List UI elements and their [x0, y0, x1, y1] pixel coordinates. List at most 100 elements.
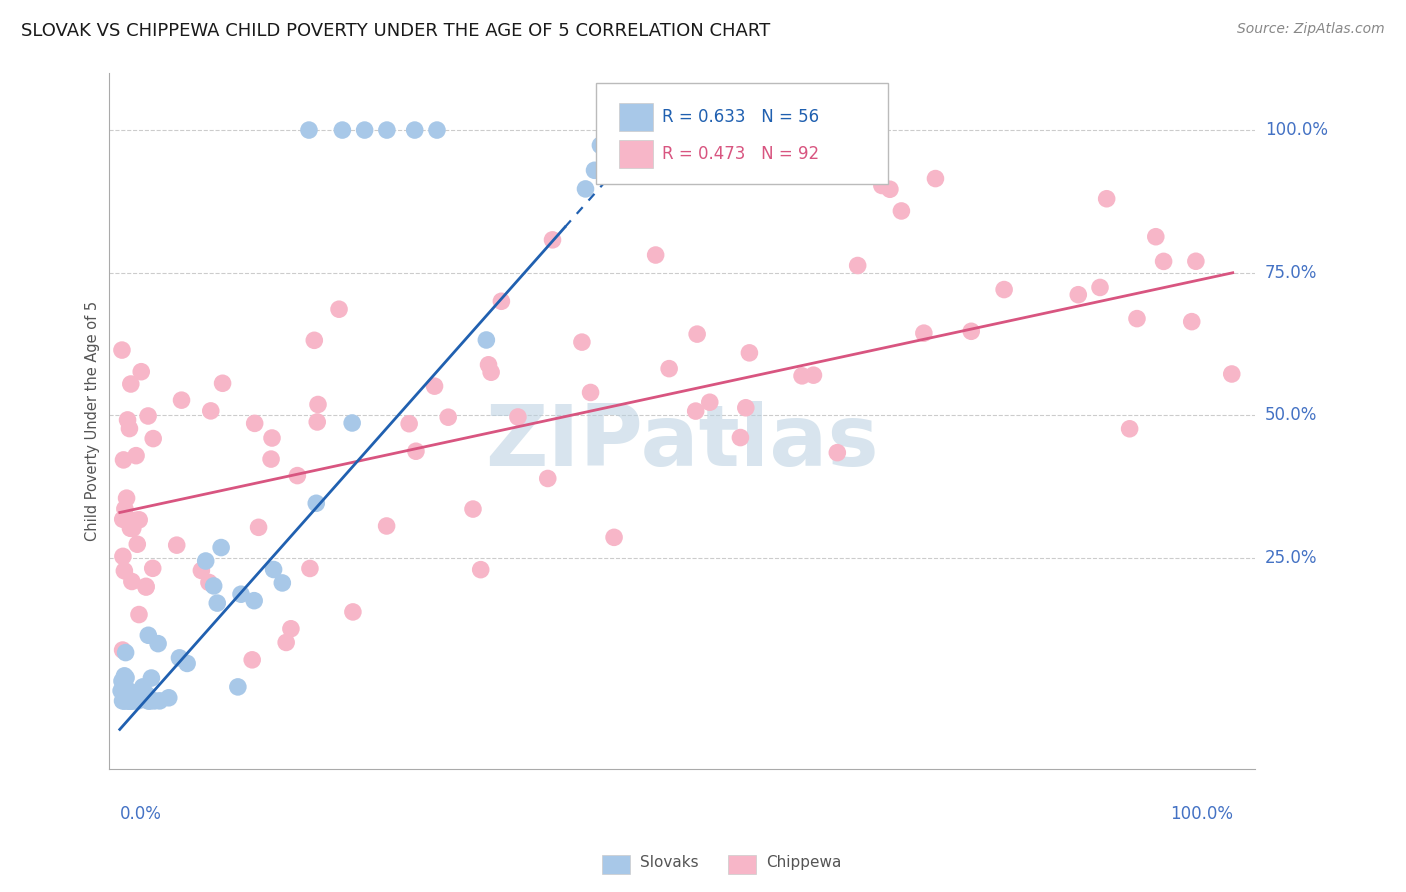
Point [307, 415, 329, 429]
Text: Source: ZipAtlas.com: Source: ZipAtlas.com [1237, 22, 1385, 37]
Point [1067, 287, 1090, 301]
Point [121, 574, 143, 589]
Point [579, 385, 602, 400]
Point [1118, 422, 1140, 436]
Point [243, 593, 266, 607]
Point [121, 694, 143, 708]
Point [114, 646, 136, 660]
Text: R = 0.473   N = 92: R = 0.473 N = 92 [662, 145, 820, 162]
Point [149, 694, 172, 708]
Point [118, 694, 141, 708]
Point [603, 530, 626, 544]
Point [229, 587, 252, 601]
Point [121, 521, 143, 535]
Point [111, 643, 134, 657]
Point [1181, 315, 1204, 329]
Point [209, 541, 232, 555]
Point [405, 444, 427, 458]
Point [437, 410, 460, 425]
Point [398, 417, 420, 431]
Point [146, 637, 169, 651]
Point [353, 123, 375, 137]
Point [111, 549, 134, 564]
Point [307, 397, 329, 411]
Point [143, 694, 166, 708]
Point [120, 694, 142, 708]
Point [541, 233, 564, 247]
Text: ZIPatlas: ZIPatlas [485, 401, 879, 483]
Point [120, 521, 142, 535]
Point [127, 537, 149, 551]
Point [1220, 367, 1243, 381]
Point [423, 379, 446, 393]
Point [226, 680, 249, 694]
Text: 75.0%: 75.0% [1265, 264, 1317, 282]
Point [111, 694, 134, 708]
Point [924, 171, 946, 186]
Text: R = 0.633   N = 56: R = 0.633 N = 56 [662, 108, 820, 126]
Point [699, 395, 721, 409]
Point [827, 445, 849, 459]
Point [1185, 254, 1208, 268]
Point [114, 694, 136, 708]
Point [139, 694, 162, 708]
Point [121, 692, 143, 706]
Point [124, 694, 146, 708]
Point [112, 453, 135, 467]
Point [125, 449, 148, 463]
Point [537, 471, 560, 485]
Point [305, 496, 328, 510]
Point [115, 491, 138, 505]
Point [110, 683, 132, 698]
Point [117, 413, 139, 427]
Point [342, 605, 364, 619]
Point [589, 138, 612, 153]
Point [1153, 254, 1175, 268]
Text: Chippewa: Chippewa [766, 855, 842, 870]
Point [803, 368, 825, 383]
Point [644, 248, 666, 262]
Point [686, 327, 709, 342]
Point [111, 512, 134, 526]
Point [240, 653, 263, 667]
Point [247, 520, 270, 534]
Point [479, 365, 502, 379]
Point [271, 576, 294, 591]
Point [879, 182, 901, 196]
Point [194, 554, 217, 568]
Text: 100.0%: 100.0% [1265, 121, 1327, 139]
Point [136, 409, 159, 423]
Point [136, 694, 159, 708]
Point [128, 513, 150, 527]
Point [870, 178, 893, 193]
Bar [619, 103, 654, 131]
Point [136, 688, 159, 702]
FancyBboxPatch shape [596, 84, 889, 185]
Point [475, 333, 498, 347]
Point [118, 694, 141, 708]
Point [118, 421, 141, 435]
Point [702, 153, 724, 168]
Point [211, 376, 233, 391]
Point [142, 432, 165, 446]
Point [136, 628, 159, 642]
Point [141, 671, 163, 685]
Point [132, 680, 155, 694]
Point [169, 651, 191, 665]
Point [243, 417, 266, 431]
Point [571, 335, 593, 350]
Point [375, 123, 398, 137]
Point [276, 635, 298, 649]
Point [111, 343, 134, 357]
Point [260, 452, 283, 467]
Point [260, 431, 283, 445]
Point [583, 163, 606, 178]
Point [280, 622, 302, 636]
Point [993, 283, 1015, 297]
Point [200, 404, 222, 418]
Point [491, 294, 513, 309]
Text: Slovaks: Slovaks [640, 855, 699, 870]
Text: SLOVAK VS CHIPPEWA CHILD POVERTY UNDER THE AGE OF 5 CORRELATION CHART: SLOVAK VS CHIPPEWA CHILD POVERTY UNDER T… [21, 22, 770, 40]
Point [117, 694, 139, 708]
Point [1144, 229, 1167, 244]
